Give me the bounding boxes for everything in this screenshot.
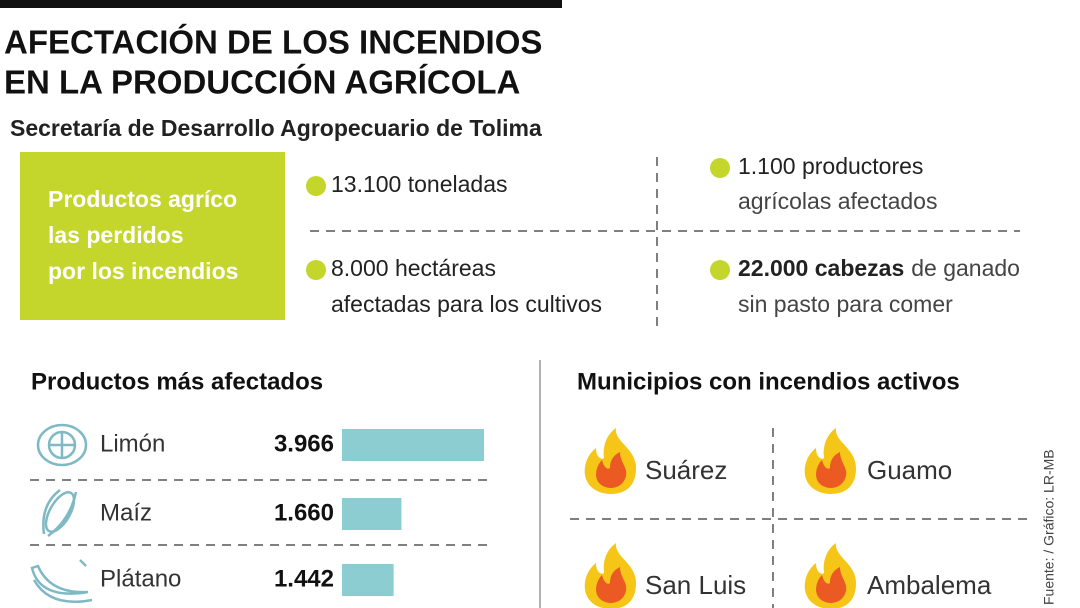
- bar: [342, 429, 484, 461]
- value-label: 1.660: [274, 499, 334, 526]
- bar: [342, 498, 402, 530]
- flame-inner: [816, 567, 847, 603]
- corn-icon: [42, 489, 78, 538]
- section-title: Municipios con incendios activos: [577, 368, 960, 395]
- box-line: las perdidos: [48, 222, 183, 248]
- category-label: Limón: [100, 430, 165, 457]
- municipality: San Luis: [645, 570, 746, 600]
- municipality: Suárez: [645, 455, 727, 485]
- bar: [342, 564, 394, 596]
- box-line: por los incendios: [48, 258, 238, 284]
- title-line: AFECTACIÓN DE LOS INCENDIOS: [4, 24, 542, 61]
- section-title: Productos más afectados: [31, 368, 323, 395]
- stat-detail: sin pasto para comer: [738, 291, 953, 317]
- bullet: [306, 176, 326, 196]
- stat-lead: 22.000 cabezas: [738, 255, 904, 281]
- stat: 22.000 cabezas de ganado: [738, 255, 1020, 281]
- banana-icon: [30, 559, 93, 604]
- value-label: 3.966: [274, 430, 334, 457]
- subtitle: Secretaría de Desarrollo Agropecuario de…: [10, 115, 542, 141]
- stat: 1.100 productores: [738, 153, 923, 179]
- flame-inner: [816, 452, 847, 488]
- title-line: EN LA PRODUCCIÓN AGRÍCOLA: [4, 64, 520, 101]
- box-line: Productos agríco: [48, 186, 237, 212]
- bullet: [306, 260, 326, 280]
- top-bar: [0, 0, 562, 8]
- value-label: 1.442: [274, 565, 334, 592]
- highlight-box: [20, 152, 285, 320]
- municipality: Guamo: [867, 455, 952, 485]
- municipality: Ambalema: [867, 570, 992, 600]
- bullet: [710, 158, 730, 178]
- source: Fuente: / Gráfico: LR-MB: [1041, 449, 1057, 605]
- stat: 8.000 hectáreas: [331, 255, 496, 281]
- stat-rest: de ganado: [911, 255, 1020, 281]
- bullet: [710, 260, 730, 280]
- flame-inner: [596, 452, 627, 488]
- lemon-icon: [36, 423, 88, 467]
- category-label: Maíz: [100, 499, 152, 526]
- stat-detail: afectadas para los cultivos: [331, 291, 602, 317]
- stat-detail: agrícolas afectados: [738, 188, 937, 214]
- category-label: Plátano: [100, 565, 181, 592]
- stat: 13.100 toneladas: [331, 171, 508, 197]
- flame-inner: [596, 567, 627, 603]
